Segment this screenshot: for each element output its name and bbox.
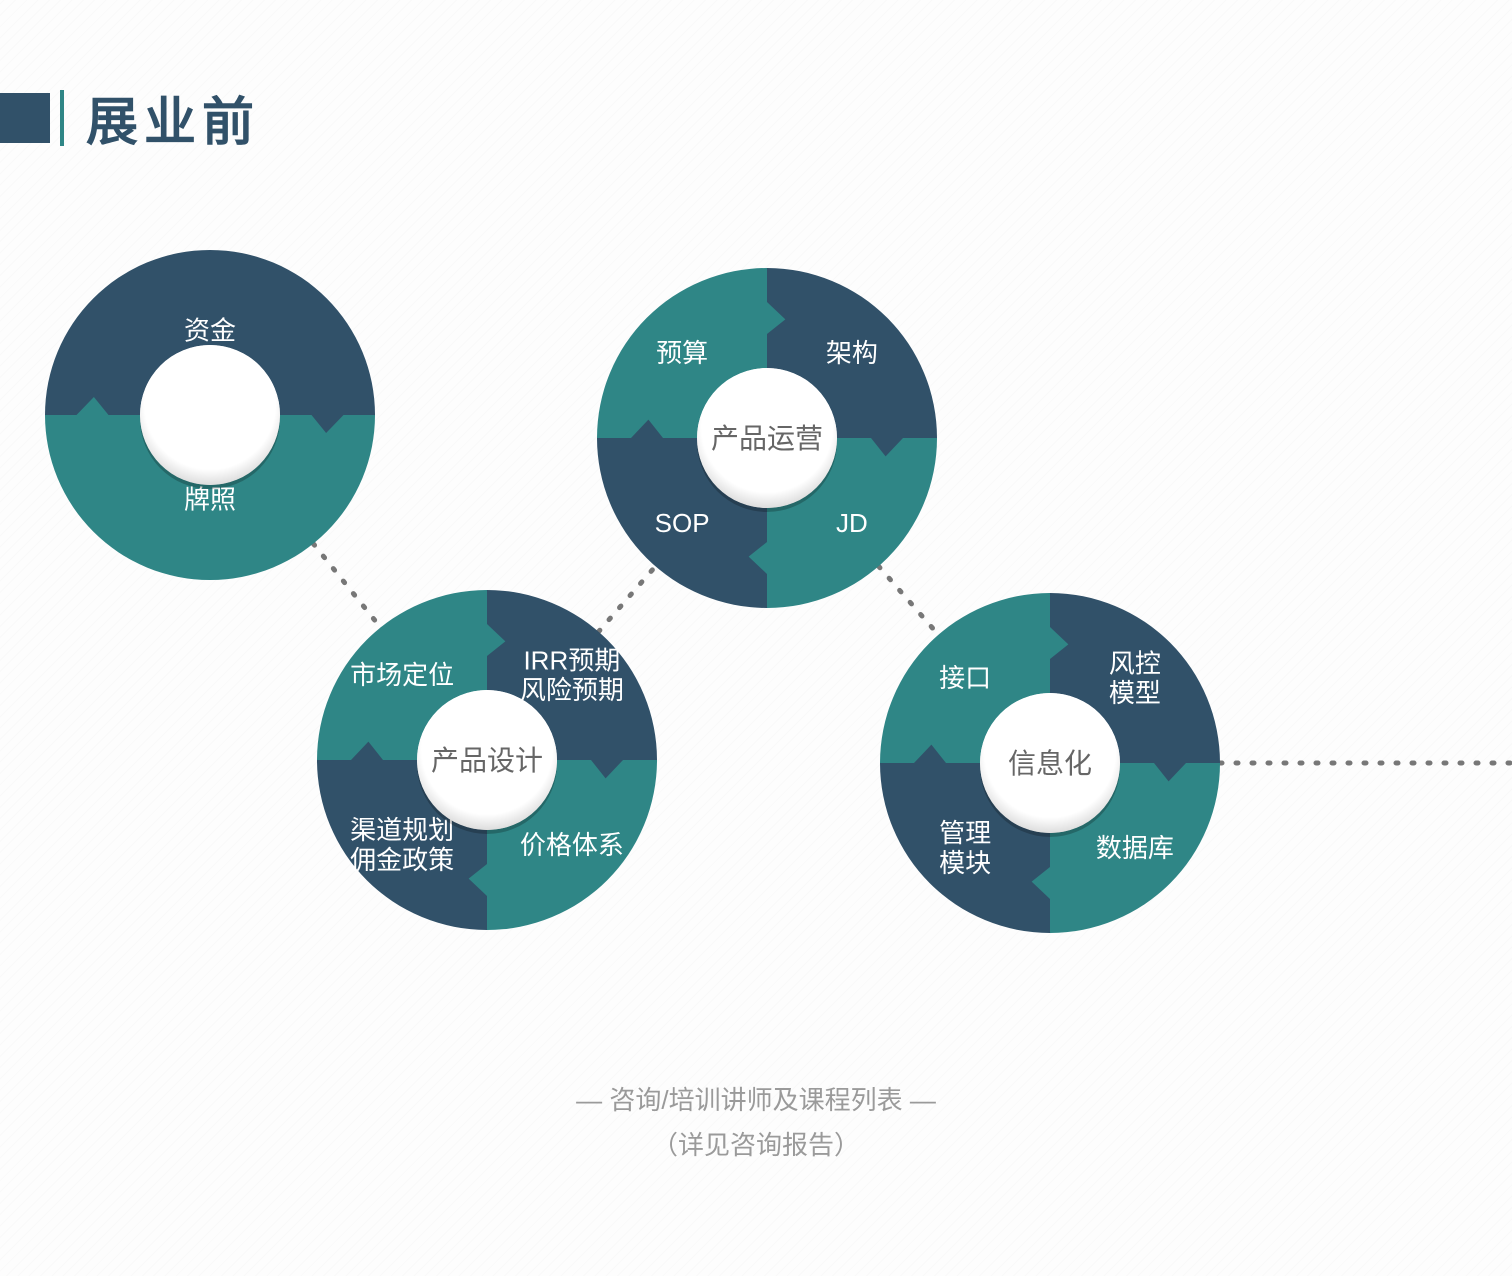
svg-text:数据库: 数据库 bbox=[1096, 833, 1174, 863]
svg-text:渠道规划佣金政策: 渠道规划佣金政策 bbox=[350, 815, 454, 875]
svg-text:架构: 架构 bbox=[826, 338, 878, 368]
connector-line bbox=[313, 544, 380, 628]
svg-text:接口: 接口 bbox=[939, 663, 991, 693]
donut-d3: 预算 架构 JD SOP 产品运营 bbox=[597, 268, 937, 608]
svg-text:预算: 预算 bbox=[656, 338, 708, 368]
svg-text:信息化: 信息化 bbox=[1008, 748, 1092, 779]
footer-line-2: （详见咨询报告） bbox=[0, 1125, 1512, 1162]
svg-text:JD: JD bbox=[836, 508, 868, 538]
donut-center bbox=[140, 345, 280, 485]
svg-text:管理模块: 管理模块 bbox=[939, 818, 991, 878]
svg-text:SOP: SOP bbox=[655, 508, 710, 538]
connector-line bbox=[599, 566, 656, 631]
svg-text:牌照: 牌照 bbox=[184, 485, 236, 515]
svg-text:IRR预期风险预期: IRR预期风险预期 bbox=[520, 645, 624, 705]
connector-line bbox=[879, 566, 939, 635]
svg-text:价格体系: 价格体系 bbox=[520, 830, 624, 860]
svg-text:资金: 资金 bbox=[184, 316, 236, 346]
donut-d2: 市场定位 IRR预期风险预期价格体系 渠道规划佣金政策 产品设计 bbox=[317, 590, 657, 930]
svg-text:风控模型: 风控模型 bbox=[1109, 648, 1161, 708]
footer-line-1: — 咨询/培训讲师及课程列表 — bbox=[0, 1080, 1512, 1117]
svg-text:产品设计: 产品设计 bbox=[431, 745, 543, 776]
svg-text:产品运营: 产品运营 bbox=[711, 423, 823, 454]
donut-d1: 资金牌照 bbox=[45, 250, 375, 580]
donut-d4: 接口 风控模型数据库 管理模块 信息化 bbox=[880, 593, 1220, 933]
footer-note: — 咨询/培训讲师及课程列表 — （详见咨询报告） bbox=[0, 1080, 1512, 1162]
svg-text:市场定位: 市场定位 bbox=[350, 660, 454, 690]
